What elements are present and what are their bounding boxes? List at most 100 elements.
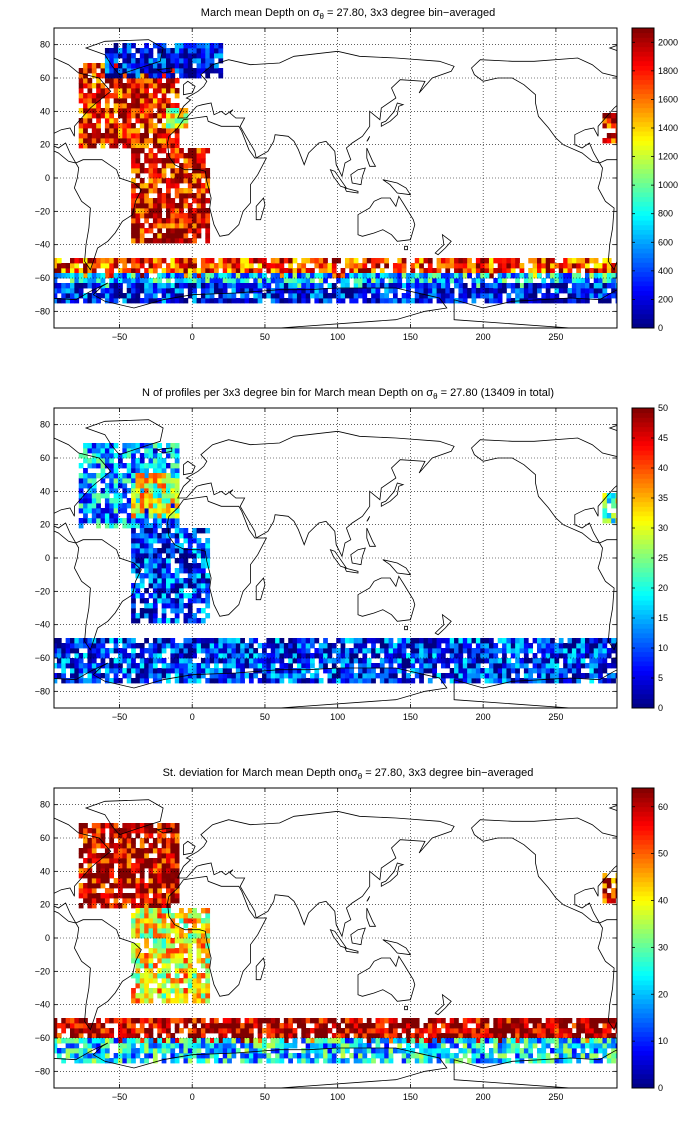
heatmap-cell [139,298,145,304]
heatmap-cell [144,518,149,524]
heatmap-cell [205,968,211,974]
heatmap-cell [235,648,241,654]
heatmap-cell [148,918,154,924]
heatmap-cell [318,283,324,289]
heatmap-cell [161,83,167,89]
heatmap-cell [135,153,141,159]
heatmap-cell [179,188,184,194]
heatmap-cell [100,903,106,909]
heatmap-cell [471,283,477,289]
heatmap-cell [83,1028,88,1034]
heatmap-cell [87,638,93,644]
heatmap-cell [152,73,158,79]
heatmap-cell [166,853,171,859]
heatmap-cell [139,823,145,829]
heatmap-cell [152,553,158,559]
colorbar-swatch [632,309,654,315]
heatmap-cell [122,503,128,509]
heatmap-cell [113,883,119,889]
heatmap-cell [379,663,385,669]
colorbar-swatch [632,581,654,587]
heatmap-cell [109,868,115,874]
heatmap-cell [78,83,84,89]
heatmap-cell [506,668,512,674]
heatmap-cell [528,673,534,679]
heatmap-cell [515,263,520,269]
heatmap-cell [523,668,529,674]
heatmap-cell [192,983,197,989]
heatmap-cell [148,978,154,984]
heatmap-cell [174,938,180,944]
heatmap-cell [440,273,446,279]
heatmap-cell [148,988,154,994]
heatmap-cell [392,283,398,289]
heatmap-cell [148,913,154,919]
heatmap-cell [144,468,149,474]
heatmap-cell [218,1028,224,1034]
heatmap-cell [54,293,58,299]
heatmap-cell [144,198,149,204]
heatmap-cell [144,663,149,669]
heatmap-cell [541,268,547,274]
heatmap-cell [222,668,228,674]
colorbar-swatch [632,408,654,414]
heatmap-cell [240,293,245,299]
heatmap-cell [139,658,145,664]
heatmap-cell [414,648,420,654]
heatmap-cell [493,268,499,274]
heatmap-cell [157,578,163,584]
heatmap-cell [100,878,106,884]
heatmap-cell [305,278,311,284]
heatmap-cell [139,998,145,1004]
heatmap-cell [174,868,180,874]
heatmap-cell [104,498,110,504]
heatmap-cell [240,278,245,284]
heatmap-cell [96,503,101,509]
heatmap-cell [602,668,608,674]
heatmap-cell [96,258,101,264]
heatmap-cell [74,298,80,304]
heatmap-cell [471,263,477,269]
heatmap-cell [497,658,503,664]
heatmap-cell [192,148,197,154]
heatmap-cell [161,613,167,619]
coastline [54,437,112,544]
heatmap-cell [205,1028,211,1034]
heatmap-cell [593,283,599,289]
heatmap-cell [262,663,267,669]
heatmap-cell [436,643,442,649]
heatmap-cell [196,273,202,279]
heatmap-cell [144,923,149,929]
heatmap-cell [61,298,67,304]
heatmap-cell [196,648,202,654]
heatmap-cell [502,648,507,654]
coastline [681,448,696,453]
heatmap-cell [244,648,250,654]
heatmap-cell [279,288,285,294]
heatmap-cell [131,78,136,84]
heatmap-cell [74,643,80,649]
heatmap-cell [91,503,97,509]
colorbar [632,28,654,329]
heatmap-cell [266,673,272,679]
heatmap-cell [187,613,193,619]
heatmap-cell [139,283,145,289]
colorbar-swatch [632,168,654,174]
heatmap-cell [419,278,424,284]
heatmap-cell [148,263,154,269]
colorbar-tick-label: 5 [658,673,663,683]
heatmap-cell [91,658,97,664]
chart-title: March mean Depth on σθ = 27.80, 3x3 degr… [200,7,496,22]
heatmap-cell [157,258,163,264]
heatmap-cell [83,1018,88,1024]
heatmap-cell [436,658,442,664]
heatmap-cell [78,108,84,114]
heatmap-cell [113,903,119,909]
heatmap-cell [214,1018,219,1024]
heatmap-cell [157,103,163,109]
heatmap-cell [187,148,193,154]
heatmap-cell [358,283,363,289]
heatmap-cell [183,668,189,674]
heatmap-cell [166,208,171,214]
heatmap-cell [576,273,582,279]
